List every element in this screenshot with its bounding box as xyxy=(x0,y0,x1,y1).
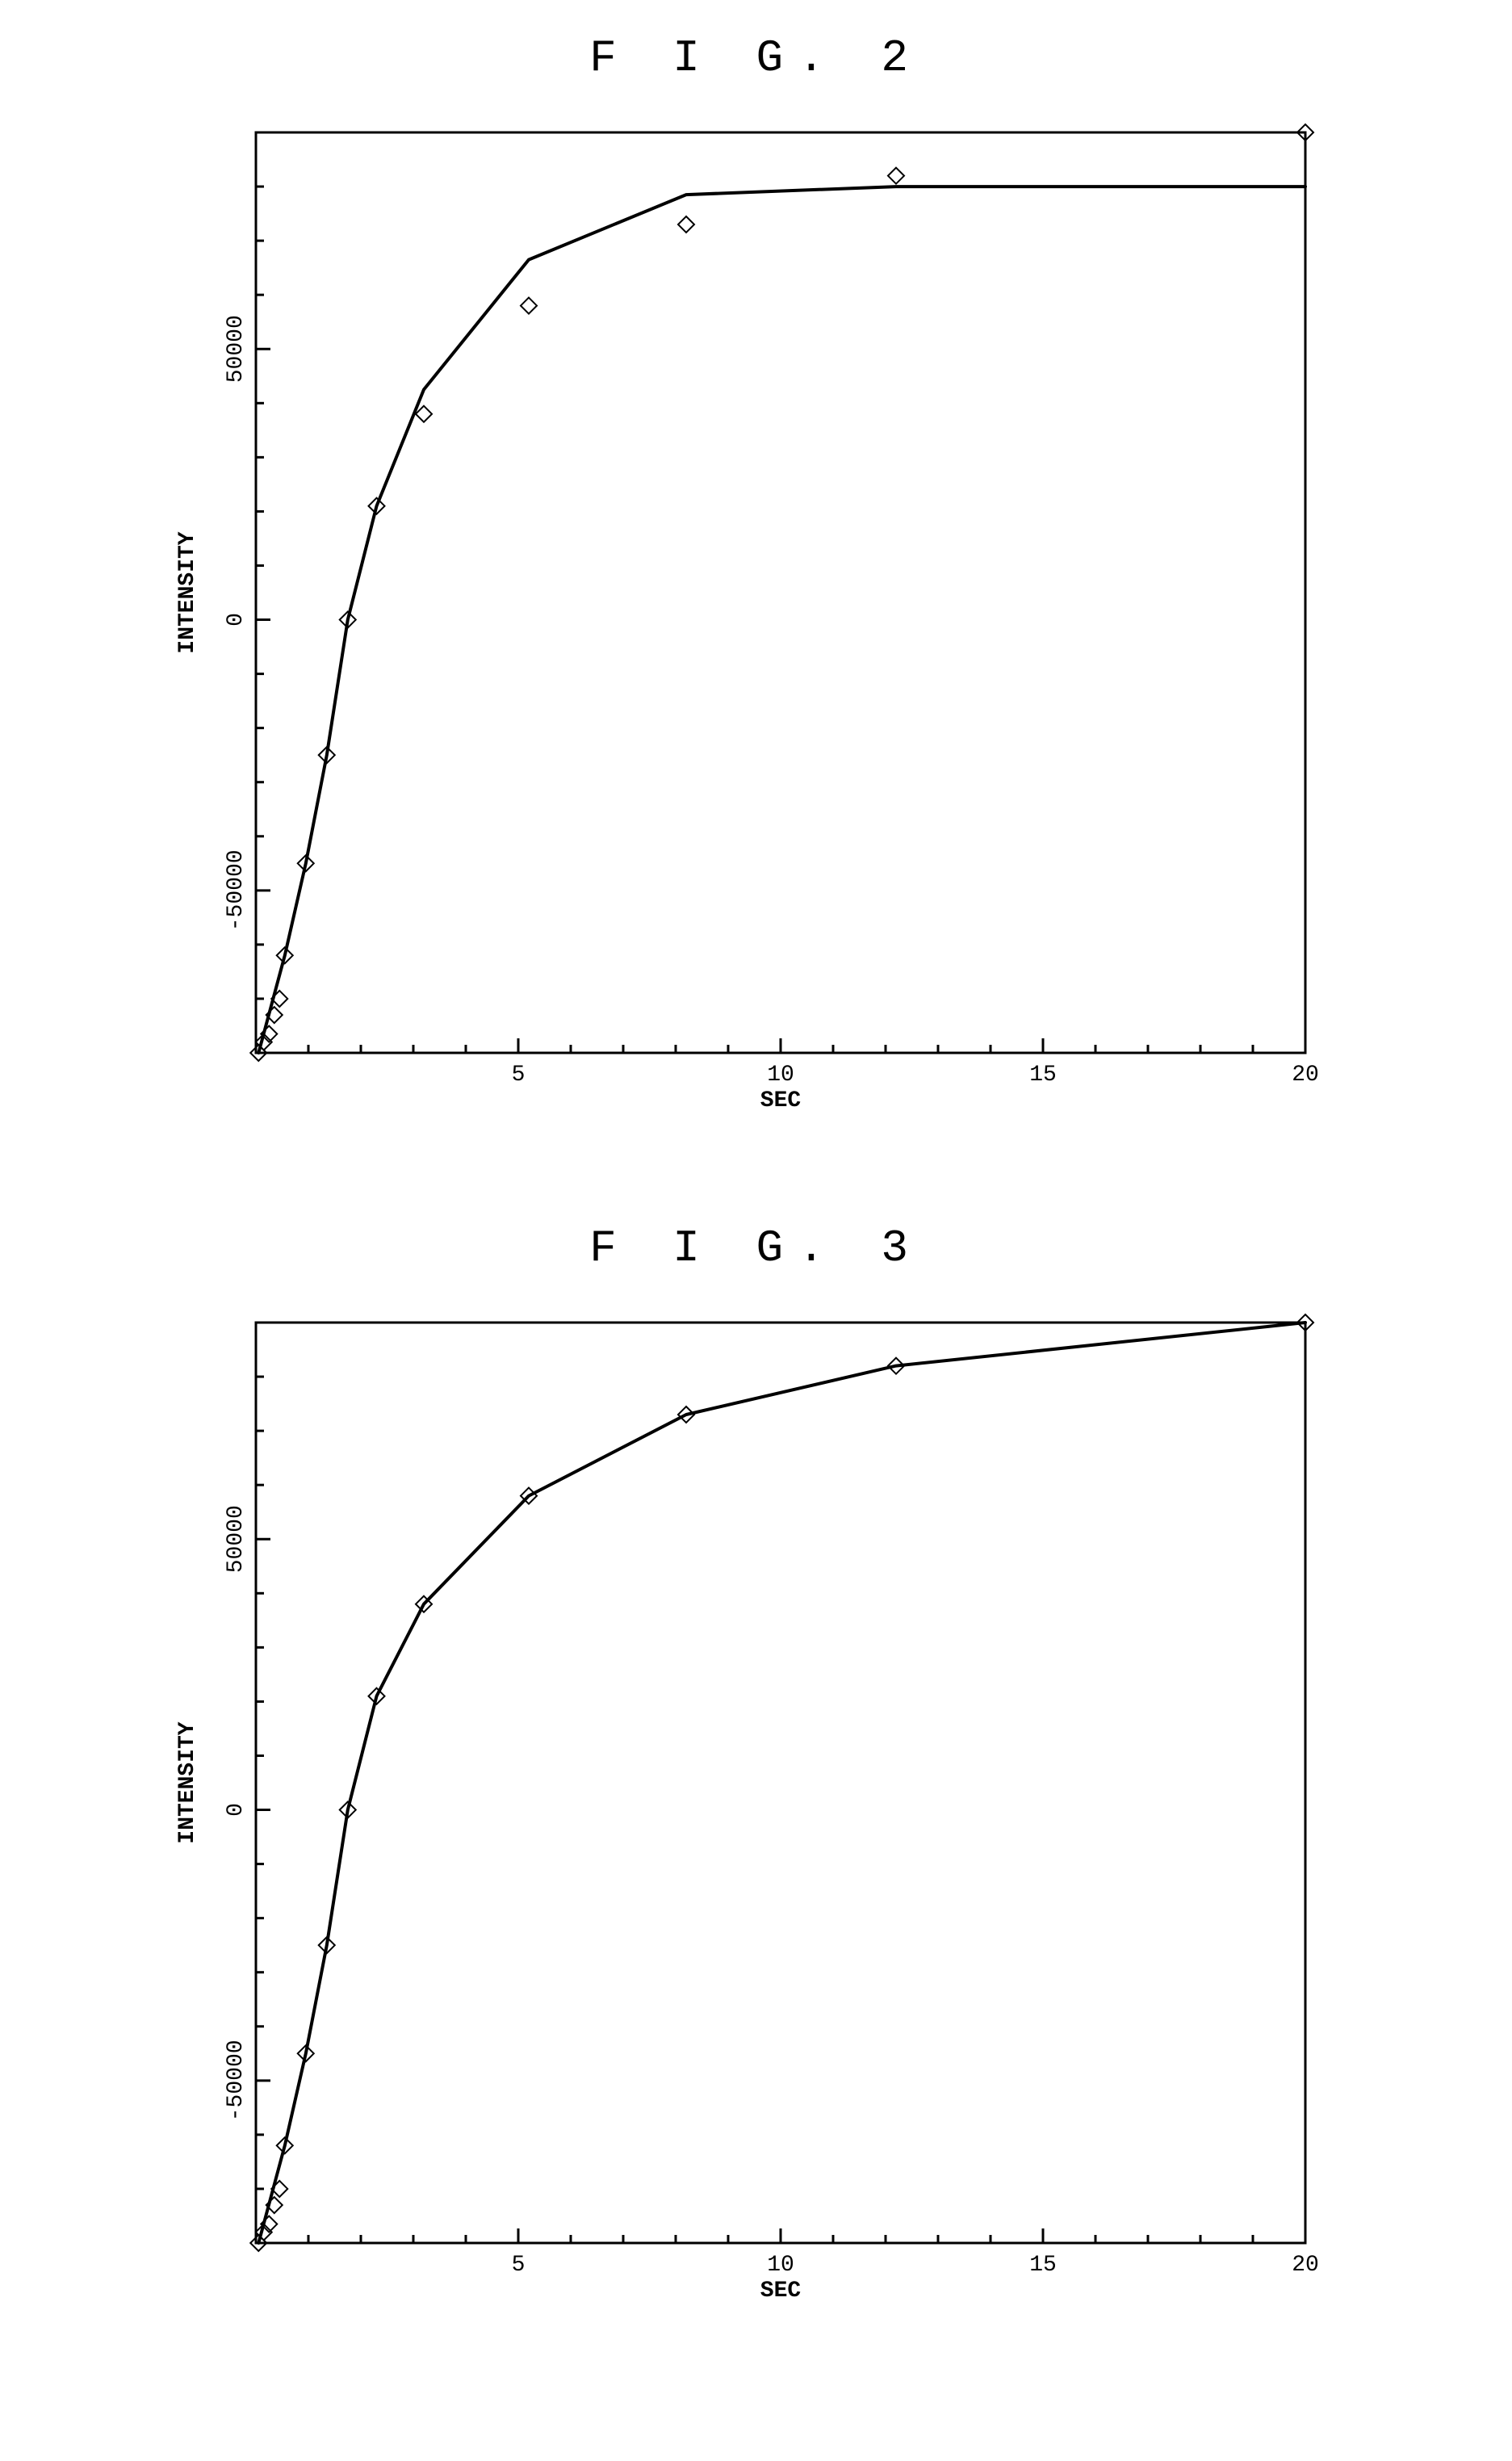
figure-3-svg: 5 10 15 20 SEC -50000 0 50000 INTENSITY xyxy=(151,1298,1338,2324)
svg-text:INTENSITY: INTENSITY xyxy=(175,1721,200,1843)
svg-text:SEC: SEC xyxy=(760,1088,801,1113)
figure-3-title: F I G. 3 xyxy=(0,1222,1512,1274)
svg-text:20: 20 xyxy=(1292,1063,1319,1088)
svg-text:-50000: -50000 xyxy=(224,2040,249,2121)
figure-2-svg: 5 10 15 20 SEC -50000 0 50000 INTENSITY xyxy=(151,108,1338,1134)
svg-text:10: 10 xyxy=(767,1063,794,1088)
svg-text:10: 10 xyxy=(767,2253,794,2278)
svg-text:15: 15 xyxy=(1029,2253,1057,2278)
svg-text:5: 5 xyxy=(511,2253,525,2278)
svg-text:5: 5 xyxy=(511,1063,525,1088)
figure-3-chart: 5 10 15 20 SEC -50000 0 50000 INTENSITY xyxy=(151,1298,1362,2324)
svg-text:20: 20 xyxy=(1292,2253,1319,2278)
svg-text:50000: 50000 xyxy=(224,1505,249,1573)
page: F I G. 2 5 10 15 20 SEC -50000 0 50000 INTENSITY… xyxy=(0,0,1512,2461)
figure-2-title: F I G. 2 xyxy=(0,32,1512,84)
svg-text:0: 0 xyxy=(224,1803,249,1817)
svg-text:15: 15 xyxy=(1029,1063,1057,1088)
svg-text:0: 0 xyxy=(224,613,249,627)
svg-text:-50000: -50000 xyxy=(224,849,249,931)
figure-2-chart: 5 10 15 20 SEC -50000 0 50000 INTENSITY xyxy=(151,108,1362,1134)
svg-text:50000: 50000 xyxy=(224,315,249,383)
svg-text:INTENSITY: INTENSITY xyxy=(175,531,200,653)
svg-text:SEC: SEC xyxy=(760,2279,801,2304)
